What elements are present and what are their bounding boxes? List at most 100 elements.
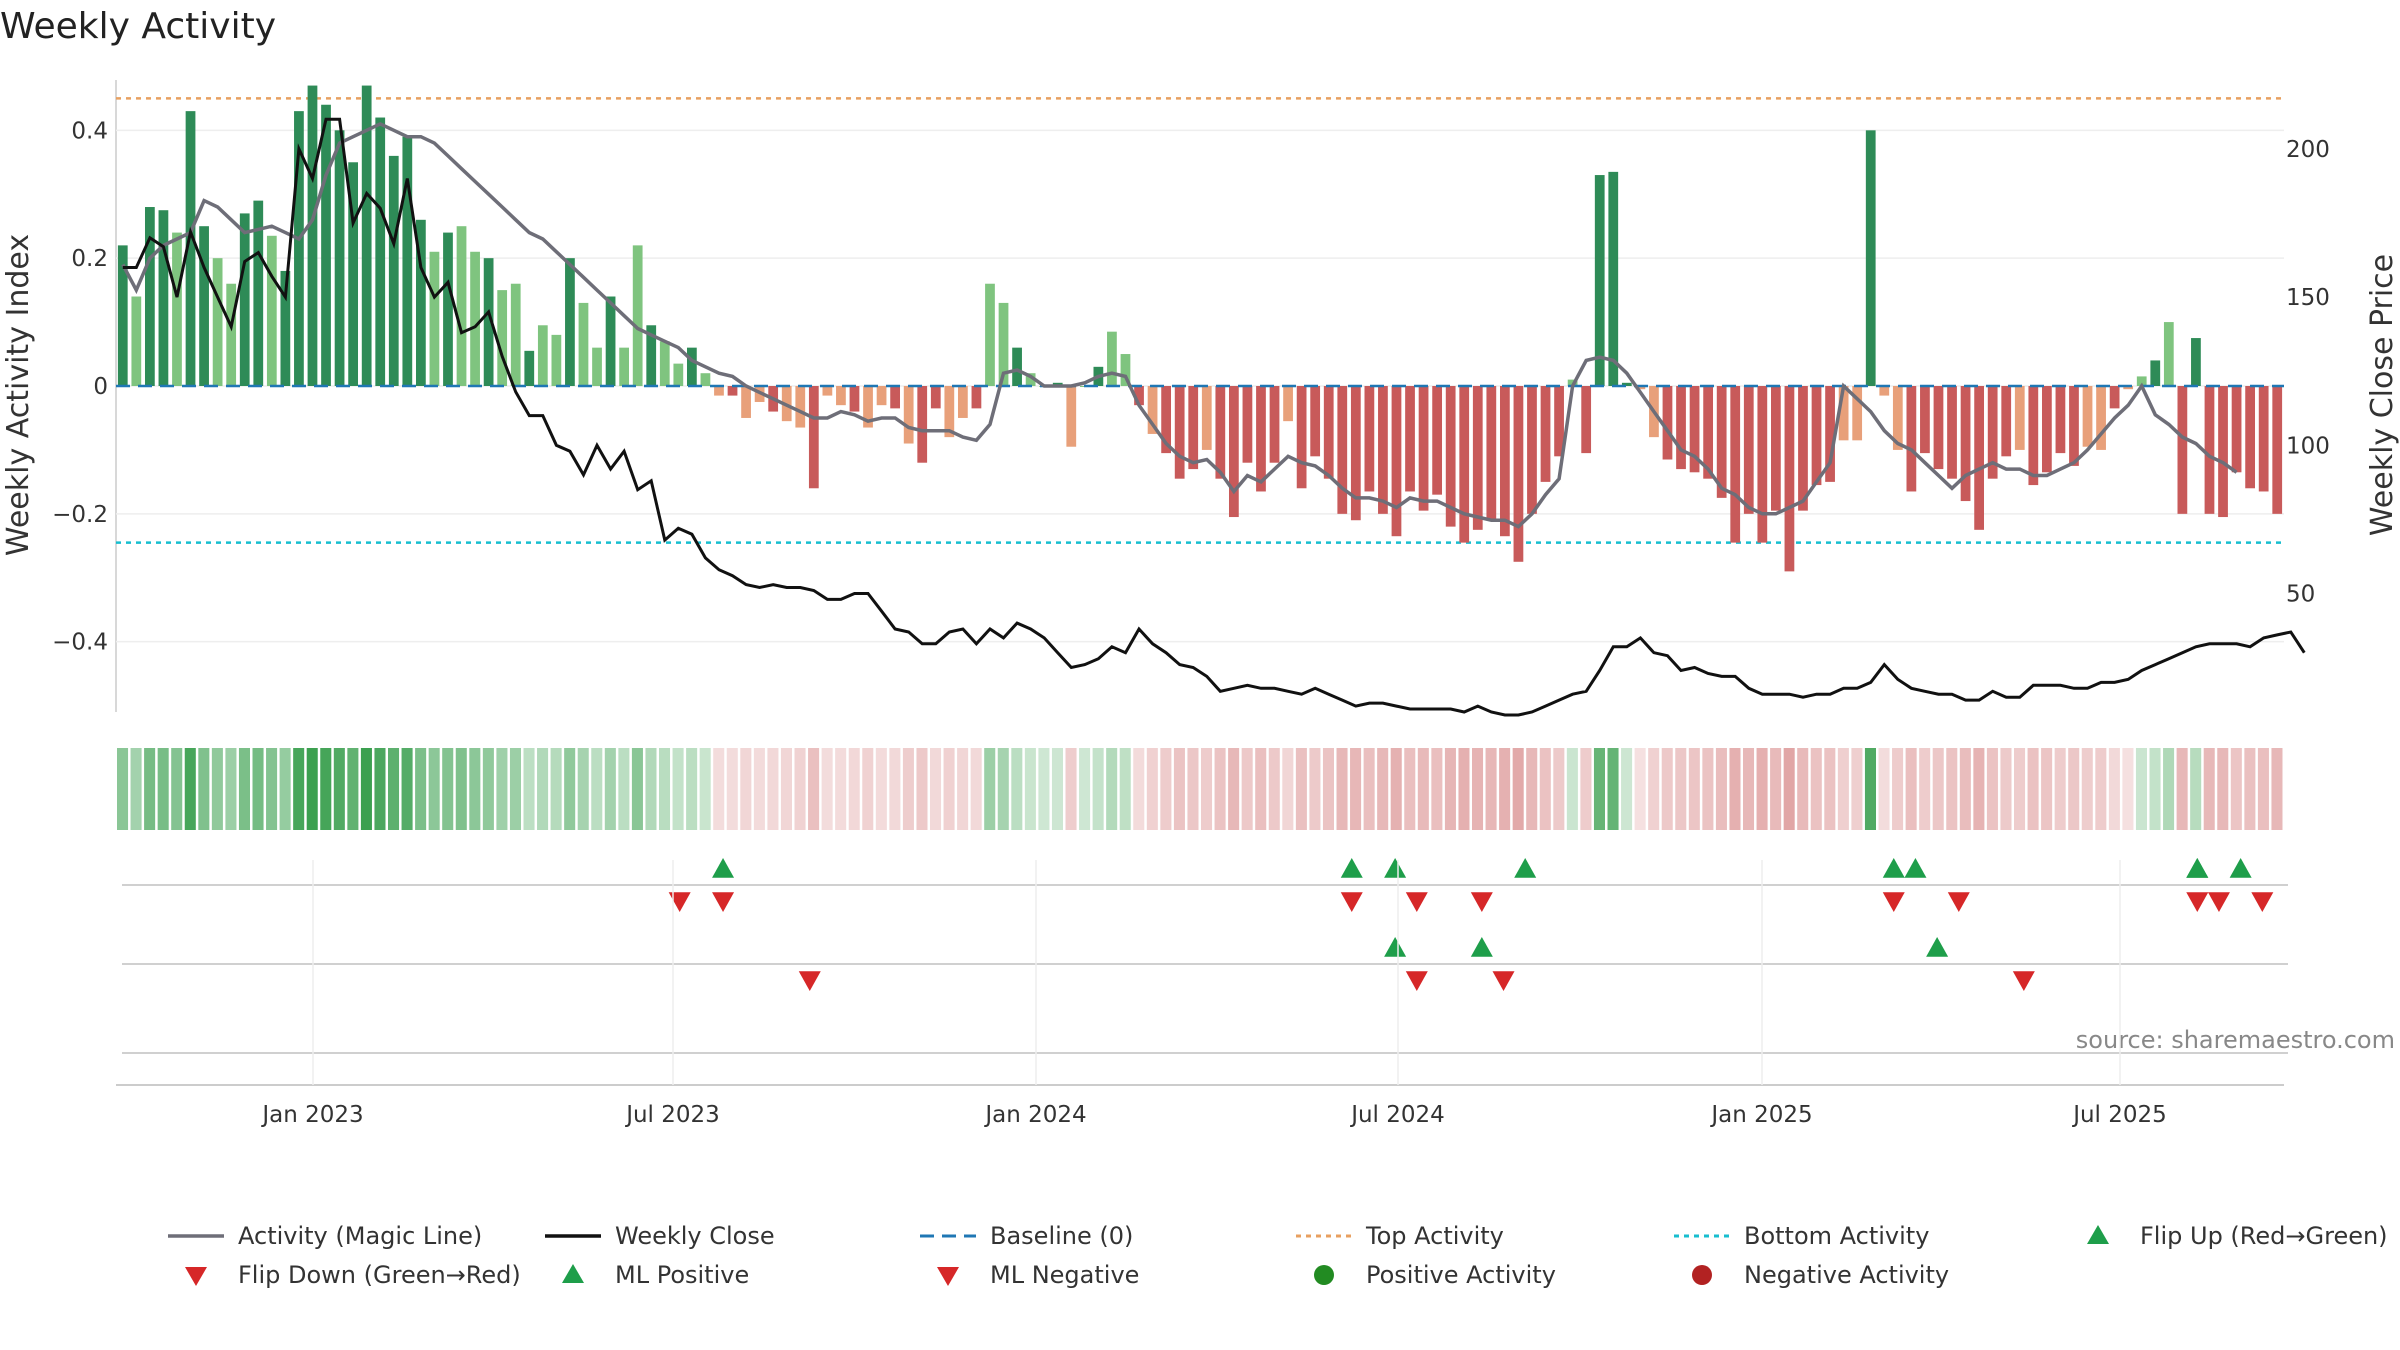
activity-bar	[741, 386, 751, 418]
activity-bar	[714, 386, 724, 396]
heat-cell	[117, 748, 129, 830]
heat-cell	[1038, 748, 1050, 830]
legend-item: ML Negative	[937, 1261, 1139, 1289]
activity-bar	[1201, 386, 1212, 450]
heat-cell	[1770, 748, 1782, 830]
activity-bar	[1499, 386, 1510, 537]
heat-cell	[2095, 748, 2107, 830]
heat-cell	[1539, 748, 1551, 830]
activity-bar	[212, 258, 223, 386]
signal-rows	[116, 858, 2288, 1086]
activity-bar	[2163, 322, 2174, 386]
activity-bar	[2001, 386, 2012, 457]
activity-bar	[985, 283, 995, 386]
legend-triangle-icon	[937, 1267, 959, 1286]
legend-label: Positive Activity	[1366, 1261, 1556, 1289]
heat-cell	[1295, 748, 1307, 830]
heat-cell	[604, 748, 616, 830]
activity-bar	[700, 373, 711, 386]
flip-down-marker	[1470, 892, 1493, 912]
activity-bar	[1066, 386, 1077, 447]
heat-cell	[2054, 748, 2066, 830]
heat-cell	[1485, 748, 1497, 830]
heat-cell	[848, 748, 860, 830]
heat-cell	[211, 748, 223, 830]
heat-cell	[1756, 748, 1768, 830]
heat-cell	[1011, 748, 1023, 830]
y-left-tick-label: 0	[93, 374, 108, 400]
heat-cell	[442, 748, 454, 830]
ml-negative-marker	[1405, 971, 1428, 991]
flip-down-marker	[2207, 892, 2230, 912]
heat-cell	[1715, 748, 1727, 830]
heat-cell	[943, 748, 955, 830]
ml-negative-marker	[2012, 971, 2035, 991]
activity-bar	[199, 226, 209, 386]
y-left-tick-label: −0.2	[52, 502, 108, 528]
ml-positive-marker	[1926, 937, 1949, 957]
legend-label: Flip Up (Red→Green)	[2140, 1222, 2388, 1250]
heat-cell	[238, 748, 250, 830]
activity-bar	[1012, 347, 1022, 386]
heat-cell	[1878, 748, 1890, 830]
activity-bar	[998, 302, 1009, 386]
activity-bar	[1838, 386, 1849, 441]
heat-cell	[1051, 748, 1063, 830]
activity-bar	[1296, 386, 1307, 489]
x-tick-label: Jan 2023	[260, 1102, 363, 1128]
heat-cell	[1566, 748, 1578, 830]
heat-cell	[889, 748, 901, 830]
y-left-tick-label: 0.4	[71, 118, 108, 144]
heat-cell	[1268, 748, 1280, 830]
activity-bar	[1865, 130, 1876, 386]
activity-bar	[1323, 386, 1334, 479]
heat-cell	[347, 748, 359, 830]
heat-cell	[1621, 748, 1633, 830]
heat-cell	[930, 748, 942, 830]
heat-cell	[1363, 748, 1375, 830]
heat-cell	[808, 748, 820, 830]
activity-bar	[2150, 360, 2161, 386]
legend-triangle-icon	[562, 1264, 584, 1283]
heat-cell	[1472, 748, 1484, 830]
activity-bar	[1540, 386, 1551, 482]
legend-label: ML Negative	[990, 1261, 1139, 1289]
heat-cell	[780, 748, 792, 830]
activity-bar	[1364, 386, 1375, 492]
heat-cell	[1743, 748, 1755, 830]
heat-cell	[2244, 748, 2256, 830]
heat-cell	[279, 748, 291, 830]
activity-bar	[158, 210, 169, 386]
flip-down-marker	[1882, 892, 1905, 912]
heat-cell	[1350, 748, 1362, 830]
activity-bar	[686, 347, 697, 386]
activity-bar	[483, 258, 494, 386]
flip-up-marker	[2186, 858, 2209, 878]
heat-cell	[1065, 748, 1077, 830]
heat-cell	[1607, 748, 1619, 830]
y-right-tick-label: 50	[2286, 581, 2315, 607]
heat-cell	[1417, 748, 1429, 830]
activity-bar	[1459, 386, 1470, 543]
activity-bar	[1676, 386, 1686, 470]
activity-bar	[1662, 386, 1673, 460]
ml-positive-marker	[1384, 937, 1407, 957]
activity-bar	[334, 130, 345, 386]
heat-cell	[1593, 748, 1605, 830]
heat-cell	[1946, 748, 1958, 830]
activity-bar	[1486, 386, 1497, 521]
activity-bar	[903, 386, 914, 444]
heat-cell	[1458, 748, 1470, 830]
activity-bar	[1472, 386, 1483, 530]
heat-cell	[360, 748, 372, 830]
heat-cell	[1688, 748, 1700, 830]
ml-negative-marker	[798, 971, 821, 991]
activity-bar	[226, 283, 237, 386]
activity-bar	[1798, 386, 1808, 511]
activity-bar	[1879, 386, 1890, 396]
y-right-label: Weekly Close Price	[2365, 254, 2400, 536]
activity-bar	[456, 226, 467, 386]
activity-bar	[2028, 386, 2039, 486]
legend-dot-icon	[1314, 1265, 1334, 1285]
heat-cell	[2230, 748, 2242, 830]
